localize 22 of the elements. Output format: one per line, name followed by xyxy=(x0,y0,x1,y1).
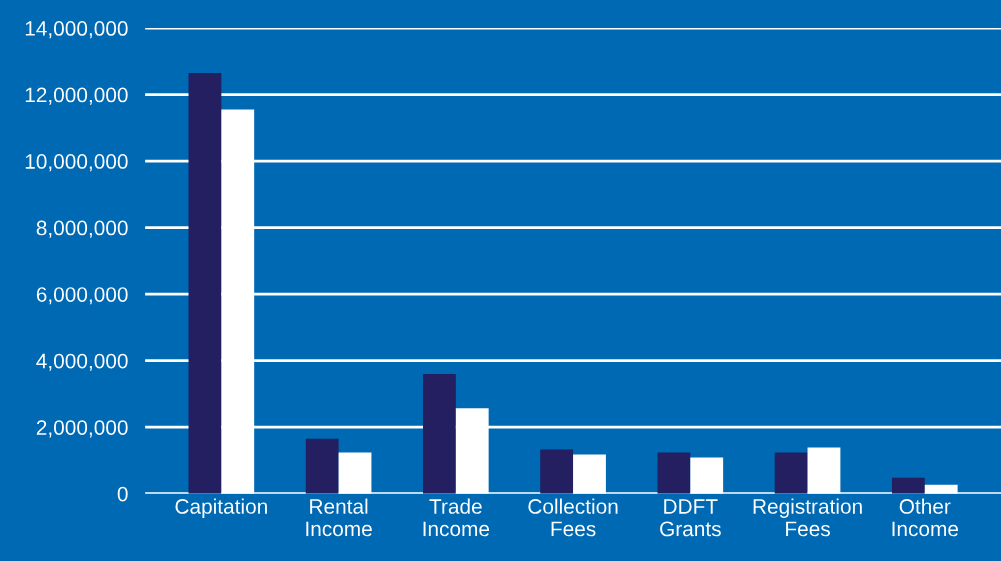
y-tick-label: 2,000,000 xyxy=(36,420,128,438)
y-tick-label: 14,000,000 xyxy=(25,21,128,39)
x-tick-label: DDFT Grants xyxy=(660,499,721,537)
bar xyxy=(188,72,222,494)
bar xyxy=(305,438,339,494)
bar xyxy=(774,452,808,494)
y-tick-label: 10,000,000 xyxy=(25,154,128,172)
bar xyxy=(891,477,925,494)
y-tick-label: 12,000,000 xyxy=(25,87,128,105)
x-tick-label: Trade Income xyxy=(423,498,490,537)
x-tick-label: Registration Fees xyxy=(753,498,862,537)
y-tick-label: 8,000,000 xyxy=(36,220,128,238)
y-tick-label: 6,000,000 xyxy=(36,287,128,305)
bar xyxy=(540,449,574,494)
bar xyxy=(423,373,456,494)
x-tick-label: Rental Income xyxy=(306,498,372,537)
bar xyxy=(657,452,691,494)
x-tick-label: Other Income xyxy=(892,498,959,537)
y-tick-label: 4,000,000 xyxy=(36,353,128,371)
x-tick-label: Collection Fees xyxy=(528,498,618,537)
x-tick-label: Capitation xyxy=(175,498,267,518)
y-tick-label: 0 xyxy=(117,486,128,502)
